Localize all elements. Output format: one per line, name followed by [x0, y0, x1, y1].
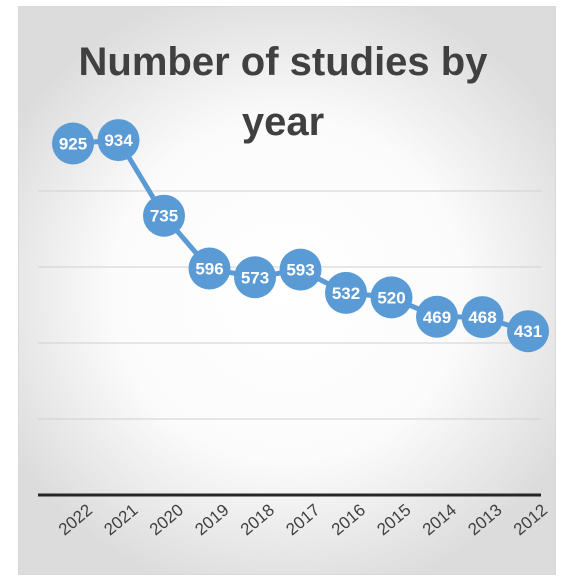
x-tick-label: 2019 [191, 500, 232, 539]
data-point [461, 296, 504, 339]
x-tick-label: 2018 [237, 500, 278, 539]
chart-title-line-2: year [241, 100, 325, 144]
data-point [234, 256, 276, 299]
data-label: 468 [468, 308, 496, 327]
data-label: 532 [332, 284, 360, 303]
data-point [507, 310, 549, 353]
data-point [143, 194, 185, 237]
data-point [416, 295, 458, 338]
data-point [52, 122, 94, 165]
x-tick-label: 2013 [464, 500, 505, 539]
series-line [72, 137, 529, 334]
data-label: 735 [150, 207, 178, 226]
x-tick-label: 2017 [282, 500, 323, 539]
data-label: 469 [423, 308, 451, 327]
x-tick-label: 2016 [328, 500, 369, 539]
x-tick-label: 2014 [419, 500, 460, 539]
data-point [370, 276, 413, 319]
chart-frame [18, 6, 556, 575]
data-label: 520 [377, 288, 405, 307]
chart-title: Number of studies by year [0, 32, 566, 152]
data-point [188, 247, 231, 290]
chart-title-line-1: Number of studies by [78, 40, 488, 84]
data-label: 431 [514, 322, 542, 341]
data-label: 925 [59, 135, 87, 154]
data-label: 573 [241, 268, 269, 287]
data-point [325, 271, 367, 314]
x-tick-label: 2021 [100, 500, 141, 539]
x-tick-label: 2012 [510, 500, 551, 539]
data-label: 593 [286, 261, 314, 280]
data-point [279, 248, 322, 291]
data-label: 934 [104, 131, 133, 150]
data-label: 596 [195, 260, 223, 279]
data-point [97, 119, 140, 162]
x-tick-label: 2022 [55, 500, 96, 539]
x-tick-label: 2015 [373, 500, 414, 539]
x-tick-label: 2020 [146, 500, 187, 539]
